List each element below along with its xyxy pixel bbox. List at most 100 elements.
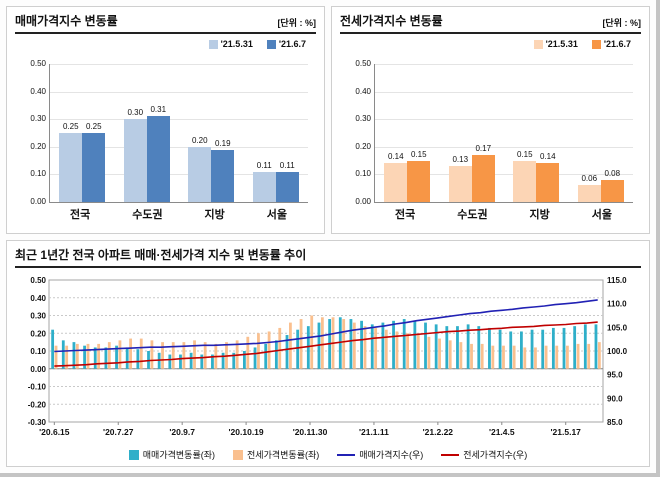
bar: 0.14: [384, 152, 408, 202]
sale-bar-chart: 0.00 0.10 0.20 0.30 0.40 0.50 0.25 0.25 0.30 0.31…: [30, 59, 308, 206]
bar-value-label: 0.25: [85, 122, 102, 131]
bar-value-label: 0.11: [279, 160, 295, 170]
y-axis-label: 0.40: [355, 86, 371, 96]
svg-text:'21.5.17: '21.5.17: [551, 427, 582, 437]
bar-value-label: 0.30: [127, 108, 144, 118]
y-axis-label: 0.30: [355, 114, 371, 124]
panel-title: 매매가격지수 변동률: [15, 14, 118, 28]
category-label: 지방: [204, 209, 225, 221]
bar-value-label: 0.13: [452, 155, 469, 165]
svg-text:0.30: 0.30: [30, 312, 46, 321]
bar-value-label: 0.31: [150, 105, 167, 115]
trend-panel: 최근 1년간 전국 아파트 매매·전세가격 지수 및 변동률 추이 0.50 0.…: [6, 240, 650, 467]
bar: 0.25: [59, 122, 83, 202]
svg-text:'20.10.19: '20.10.19: [229, 427, 264, 437]
svg-text:0.00: 0.00: [30, 365, 46, 374]
gridline: [50, 146, 308, 148]
y-axis-label: 0.10: [355, 169, 371, 179]
bar: 0.15: [407, 150, 431, 202]
y-axis-label: 0.20: [30, 141, 46, 151]
bar: 0.11: [252, 161, 276, 202]
svg-text:'21.1.11: '21.1.11: [359, 427, 389, 437]
bar-groups: 0.25 0.25 0.30 0.31 0.20 0.19 0.11 0.11: [50, 64, 308, 202]
bar: 0.19: [211, 139, 235, 202]
bar-value-label: 0.15: [410, 149, 427, 159]
y-axis-label: 0.50: [30, 59, 46, 68]
bar-group: 0.14 0.15: [384, 150, 431, 202]
gridline: [375, 119, 633, 121]
bar: 0.20: [188, 136, 212, 202]
sale-price-change-panel: 매매가격지수 변동률 [단위 : %] '21.5.31 '21.6.7 0.0…: [6, 6, 325, 234]
svg-text:'20.6.15: '20.6.15: [39, 427, 70, 437]
bar-groups: 0.14 0.15 0.13 0.17 0.15 0.14 0.06 0.08: [375, 64, 633, 202]
legend-swatch-sale-change: [128, 449, 139, 460]
category-label: 수도권: [457, 209, 488, 221]
unit-label: [단위 : %]: [277, 18, 316, 28]
legend-item: 매매가격변동률(좌): [128, 448, 216, 461]
panel-title: 최근 1년간 전국 아파트 매매·전세가격 지수 및 변동률 추이: [15, 248, 307, 262]
trend-combo-chart: 0.50 0.40 0.30 0.20 0.10 0.00 -0.10 -0.20 -0.30 1…: [15, 272, 641, 447]
svg-text:115.0: 115.0: [607, 276, 627, 285]
svg-text:85.0: 85.0: [607, 418, 623, 427]
legend-swatch-curr: [591, 39, 601, 49]
bar-value-label: 0.06: [581, 174, 598, 184]
gridline: [50, 119, 308, 121]
bar-value-label: 0.19: [214, 138, 231, 148]
category-label: 전국: [69, 209, 91, 221]
svg-text:100.0: 100.0: [607, 347, 628, 356]
svg-text:0.10: 0.10: [30, 347, 46, 356]
svg-text:-0.10: -0.10: [28, 383, 47, 392]
svg-text:-0.30: -0.30: [28, 418, 47, 427]
svg-text:105.0: 105.0: [607, 323, 628, 332]
y-axis-label: 0.20: [355, 141, 371, 151]
legend-item: 전세가격변동률(좌): [233, 448, 319, 461]
legend-label: '21.6.7: [603, 39, 631, 49]
bar-group: 0.11 0.11: [252, 161, 299, 202]
panel-header: 전세가격지수 변동률 [단위 : %]: [340, 12, 641, 34]
legend-label: 전세가격지수(우): [463, 450, 528, 460]
gridline: [50, 64, 308, 65]
bar: 0.11: [275, 161, 299, 202]
bar-value-label: 0.08: [604, 168, 621, 178]
panel-header: 최근 1년간 전국 아파트 매매·전세가격 지수 및 변동률 추이: [15, 246, 641, 268]
svg-text:110.0: 110.0: [607, 300, 627, 309]
top-charts-row: 매매가격지수 변동률 [단위 : %] '21.5.31 '21.6.7 0.0…: [6, 6, 650, 234]
gridline: [50, 174, 308, 176]
svg-text:'20.7.27: '20.7.27: [103, 427, 134, 437]
bar: 0.08: [600, 169, 624, 202]
bar-value-label: 0.20: [191, 135, 208, 145]
bar: 0.15: [513, 150, 537, 202]
legend-line-sale-index: [337, 453, 356, 456]
bar-group: 0.15 0.14: [513, 150, 560, 202]
y-axis-label: 0.00: [30, 197, 46, 206]
bar: 0.13: [448, 155, 472, 202]
legend-label: 전세가격변동률(좌): [247, 450, 320, 460]
gridline: [50, 91, 308, 93]
bar-value-label: 0.25: [62, 122, 79, 131]
legend-item: 전세가격지수(우): [441, 448, 527, 461]
svg-text:0.50: 0.50: [30, 276, 46, 285]
legend-label: 매매가격변동률(좌): [142, 450, 216, 460]
bar: 0.30: [123, 108, 147, 202]
chart-legend: '21.5.31 '21.6.7: [15, 38, 306, 50]
legend-label: 매매가격지수(우): [359, 450, 424, 460]
svg-text:'21.2.22: '21.2.22: [423, 427, 454, 437]
legend-item: '21.6.7: [591, 39, 631, 49]
jeonse-price-change-panel: 전세가격지수 변동률 [단위 : %] '21.5.31 '21.6.7 0.0…: [331, 6, 650, 234]
bar: 0.25: [82, 122, 106, 202]
bar-group: 0.13 0.17: [448, 144, 495, 202]
svg-text:-0.20: -0.20: [28, 400, 47, 409]
bar-group: 0.06 0.08: [577, 169, 624, 202]
bar-value-label: 0.14: [387, 152, 404, 162]
y-axis-label: 0.40: [30, 86, 46, 96]
legend-label: '21.5.31: [220, 39, 253, 49]
category-label: 지방: [529, 209, 550, 221]
y-axis-label: 0.50: [355, 59, 371, 68]
category-labels: 전국 수도권 지방 서울: [374, 206, 633, 222]
svg-text:'20.9.7: '20.9.7: [169, 427, 195, 437]
y-axis-label: 0.10: [30, 169, 46, 179]
legend-item: '21.5.31: [208, 39, 253, 49]
legend-item: '21.5.31: [533, 39, 578, 49]
legend-item: 매매가격지수(우): [337, 448, 423, 461]
